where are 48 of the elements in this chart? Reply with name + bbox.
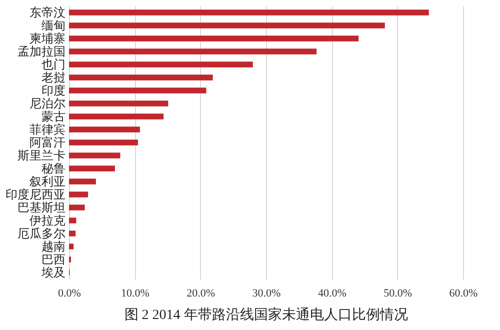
- y-tick-label: 印度尼西亚: [6, 188, 66, 202]
- y-tick-label: 秘鲁: [42, 162, 66, 176]
- y-tick-label: 越南: [42, 240, 66, 254]
- y-tick-label: 巴西: [42, 252, 66, 266]
- bar: [69, 166, 115, 172]
- y-tick-label: 也门: [42, 58, 66, 72]
- x-tick-label: 30.0%: [252, 288, 281, 300]
- y-tick-label: 柬埔寨: [30, 32, 66, 46]
- x-tick-label: 60.0%: [449, 288, 478, 300]
- y-tick-label: 菲律宾: [30, 122, 66, 136]
- y-tick-label: 厄瓜多尔: [18, 226, 66, 240]
- bar: [69, 140, 138, 146]
- bar: [69, 204, 85, 210]
- y-tick-label: 印度: [42, 84, 66, 98]
- y-tick-label: 东帝汶: [30, 6, 66, 20]
- bar: [69, 62, 253, 68]
- bar: [69, 230, 76, 236]
- bar: [69, 126, 140, 132]
- text: 图 2 2014 年带路沿线国家未通电人口比例情况: [124, 307, 408, 323]
- y-tick-label: 缅甸: [42, 18, 66, 32]
- bar: [69, 152, 120, 158]
- y-tick-label: 老挝: [42, 70, 66, 84]
- bar: [69, 10, 429, 16]
- y-tick-label: 巴基斯坦: [18, 200, 66, 214]
- bar: [69, 114, 164, 120]
- bar: [69, 178, 96, 184]
- y-tick-label: 蒙古: [42, 110, 66, 124]
- y-tick-label: 埃及: [40, 266, 66, 280]
- y-tick-label: 伊拉克: [30, 214, 66, 228]
- bar: [69, 100, 168, 106]
- x-tick-label: 0.0%: [58, 288, 81, 300]
- y-tick-label: 尼泊尔: [30, 96, 66, 110]
- bar: [69, 88, 206, 94]
- x-tick-label: 20.0%: [186, 288, 216, 300]
- bar: [69, 218, 76, 224]
- bar: [69, 36, 359, 42]
- y-tick-label: 孟加拉国: [18, 44, 66, 58]
- y-tick-label: 斯里兰卡: [18, 148, 66, 162]
- x-tick-label: 40.0%: [318, 288, 346, 300]
- bar: [69, 22, 385, 28]
- bar: [69, 244, 74, 250]
- y-tick-label: 阿富汗: [30, 136, 66, 150]
- bar: [69, 74, 213, 80]
- bar: [69, 48, 317, 54]
- x-tick-label: 50.0%: [384, 288, 412, 300]
- x-tick-label: 10.0%: [120, 288, 150, 300]
- y-tick-label: 叙利亚: [30, 174, 66, 188]
- bar: [69, 192, 88, 198]
